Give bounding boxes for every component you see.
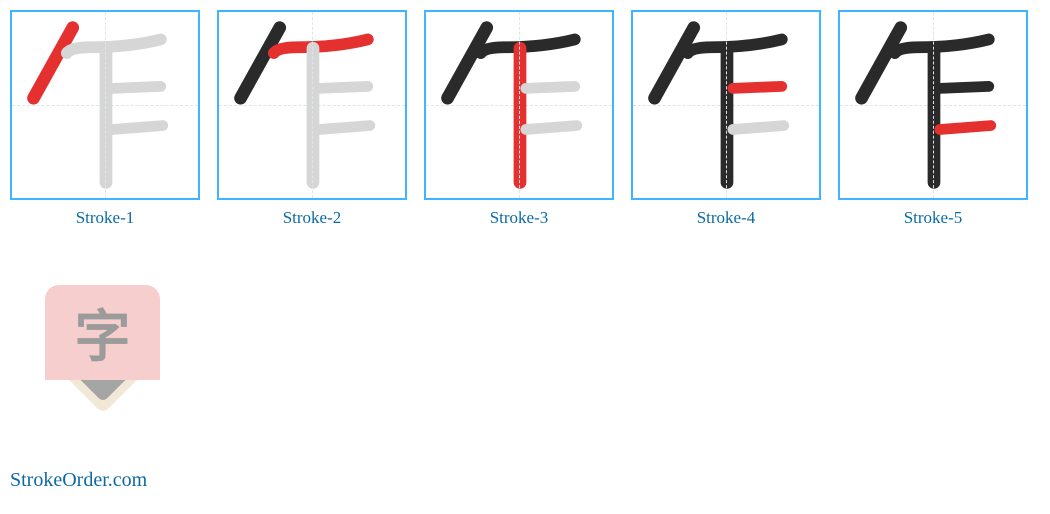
stroke-row: Stroke-1 Stroke-2 Stroke-3 Stroke-4 Stroke-5: [0, 0, 1050, 228]
stroke-2: [481, 39, 575, 53]
stroke-box-1: [10, 10, 200, 200]
stroke-cell-5: Stroke-5: [838, 10, 1028, 228]
stroke-cell-4: Stroke-4: [631, 10, 821, 228]
stroke-4: [526, 86, 575, 88]
stroke-2: [67, 39, 161, 53]
stroke-1: [862, 28, 901, 98]
site-link[interactable]: StrokeOrder.com: [10, 469, 147, 492]
logo-pencil-tip: [45, 380, 160, 420]
stroke-cell-1: Stroke-1: [10, 10, 200, 228]
stroke-1: [655, 28, 694, 98]
stroke-box-5: [838, 10, 1028, 200]
stroke-5: [319, 126, 370, 130]
logo-char: 字: [75, 292, 131, 373]
site-logo: 字: [45, 285, 160, 425]
stroke-1: [241, 28, 280, 98]
stroke-4: [940, 86, 989, 88]
stroke-5: [526, 126, 577, 130]
stroke-box-4: [631, 10, 821, 200]
stroke-5: [733, 126, 784, 130]
glyph-svg: [840, 12, 1026, 198]
stroke-1: [34, 28, 73, 98]
glyph-svg: [633, 12, 819, 198]
stroke-4: [112, 86, 161, 88]
stroke-label-5: Stroke-5: [904, 208, 963, 228]
stroke-cell-3: Stroke-3: [424, 10, 614, 228]
stroke-label-2: Stroke-2: [283, 208, 342, 228]
stroke-box-3: [424, 10, 614, 200]
logo-badge: 字: [45, 285, 160, 380]
glyph-svg: [219, 12, 405, 198]
stroke-5: [940, 126, 991, 130]
stroke-label-3: Stroke-3: [490, 208, 549, 228]
stroke-2: [274, 39, 368, 53]
stroke-label-4: Stroke-4: [697, 208, 756, 228]
stroke-box-2: [217, 10, 407, 200]
stroke-1: [448, 28, 487, 98]
stroke-5: [112, 126, 163, 130]
stroke-label-1: Stroke-1: [76, 208, 135, 228]
stroke-2: [688, 39, 782, 53]
stroke-4: [733, 86, 782, 88]
stroke-4: [319, 86, 368, 88]
glyph-svg: [426, 12, 612, 198]
stroke-2: [895, 39, 989, 53]
glyph-svg: [12, 12, 198, 198]
stroke-cell-2: Stroke-2: [217, 10, 407, 228]
